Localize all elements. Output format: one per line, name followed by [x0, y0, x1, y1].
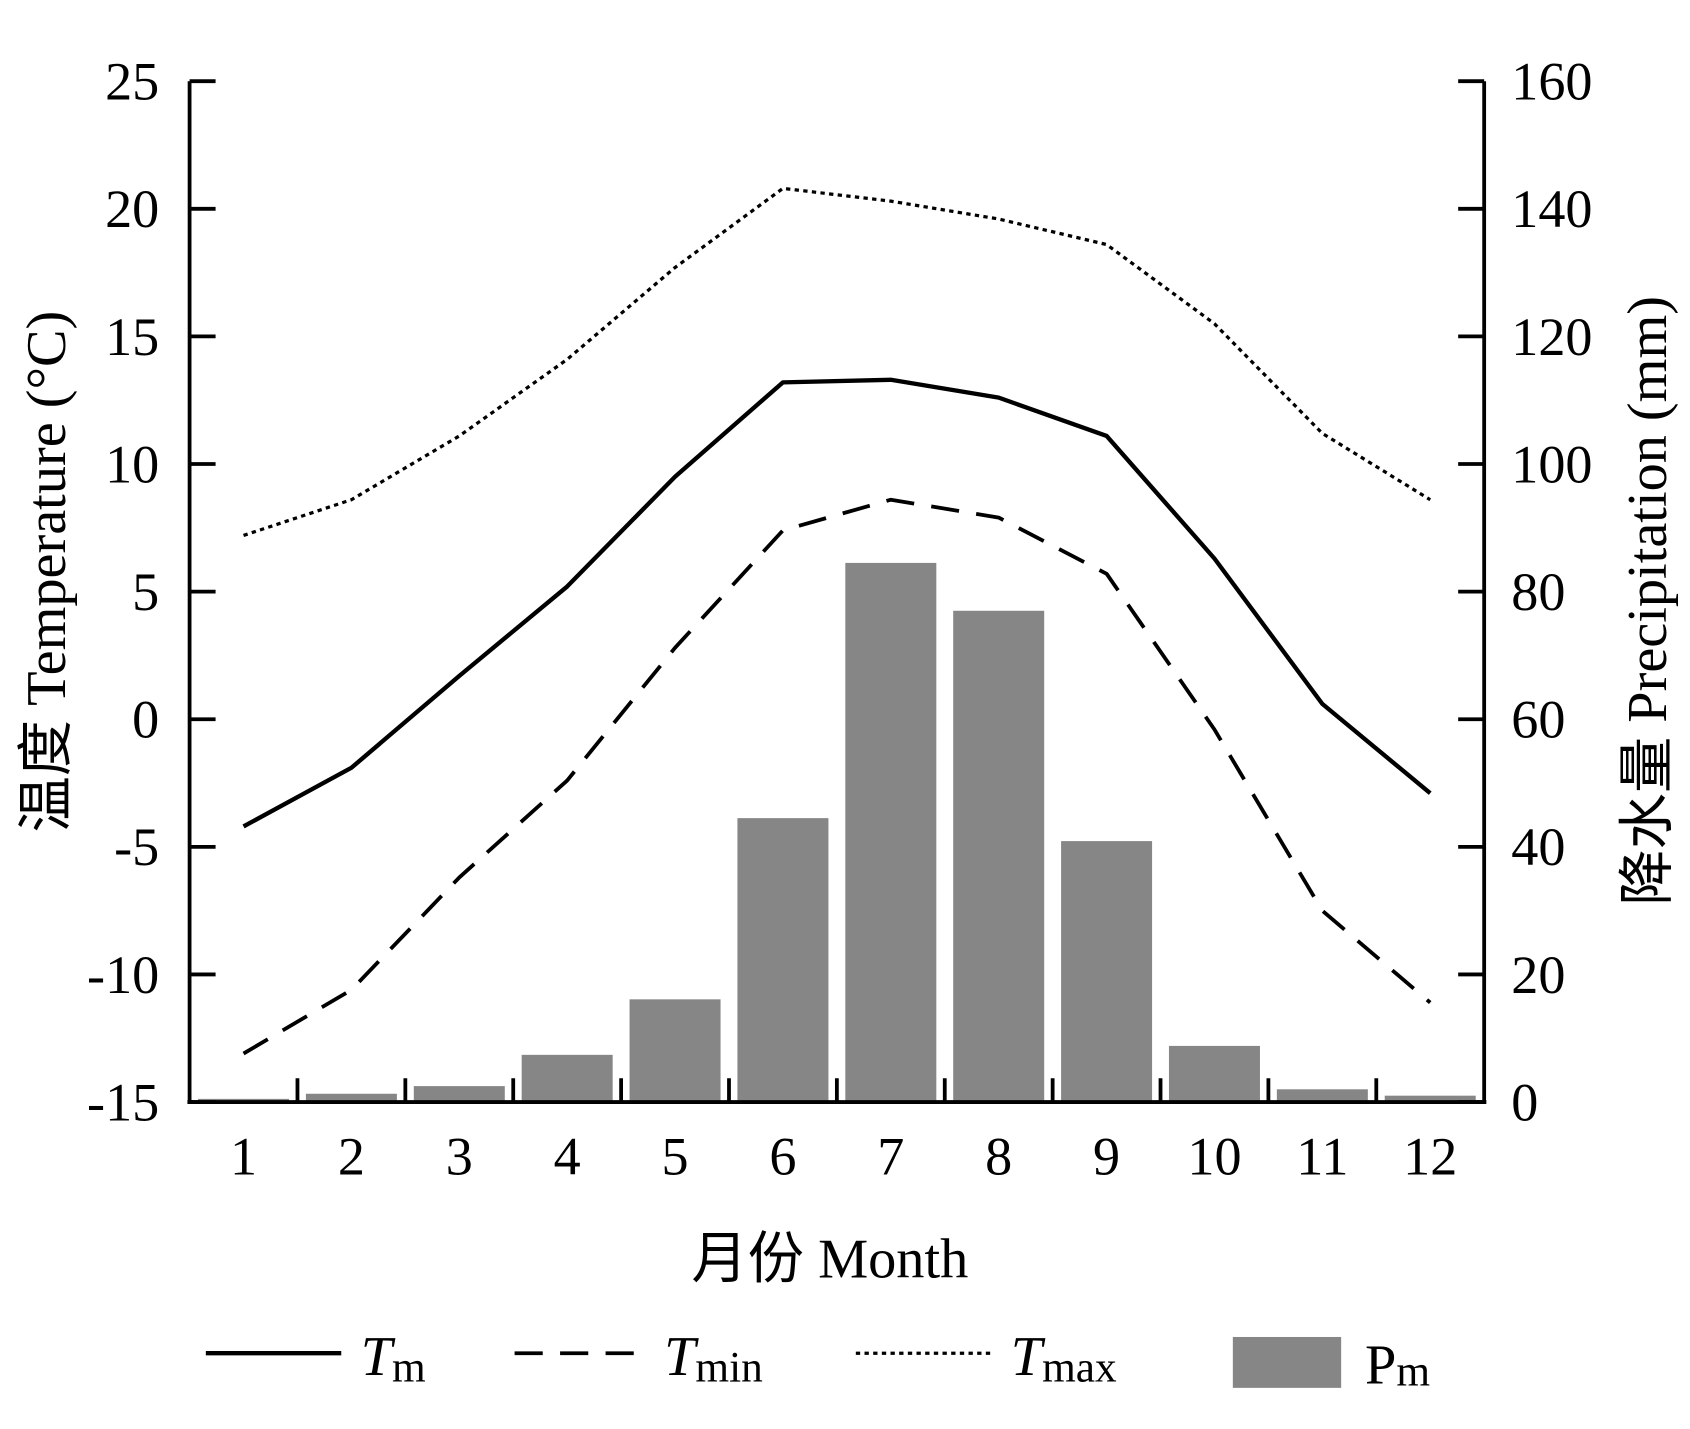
- tm-line: [242, 377, 1432, 829]
- y2-tick-label: 60: [1511, 690, 1565, 750]
- x-tick-label: 12: [1403, 1127, 1457, 1187]
- x-tick-label: 11: [1296, 1127, 1348, 1187]
- pm-bar: [737, 818, 829, 1103]
- y-tick-label: -10: [87, 945, 159, 1005]
- pm-bar: [629, 999, 721, 1103]
- y-tick-label: 20: [105, 179, 159, 239]
- axes: [187, 81, 1487, 1104]
- y-axis-title: 温度 Temperature (°C): [16, 311, 78, 833]
- axis-ticks: 2520151050-5-10-151601401201008060402001…: [87, 52, 1592, 1187]
- legend: Tm Tmin Tmax Pm: [205, 1326, 1430, 1397]
- y-tick-label: -15: [87, 1072, 159, 1132]
- x-tick-label: 1: [230, 1127, 257, 1187]
- y2-tick-label: 20: [1511, 945, 1565, 1005]
- y2-tick-label: 120: [1511, 307, 1592, 367]
- legend-label-sub: min: [695, 1343, 762, 1391]
- x-tick-label: 2: [338, 1127, 365, 1187]
- y-tick-label: 5: [132, 562, 159, 622]
- legend-swatch-pm: [1232, 1336, 1342, 1388]
- legend-label-main: T: [1011, 1326, 1046, 1388]
- x-tick-label: 10: [1187, 1127, 1241, 1187]
- legend-label-sub: max: [1042, 1343, 1117, 1391]
- tmin-line: [242, 497, 1432, 1056]
- legend-label-sub: m: [1396, 1348, 1430, 1396]
- legend-label-tmin: Tmin: [664, 1326, 763, 1391]
- legend-label-tmax: Tmax: [1011, 1326, 1117, 1391]
- legend-label-sub: m: [392, 1343, 426, 1391]
- pm-bar: [1384, 1095, 1476, 1103]
- pm-bar: [305, 1093, 397, 1103]
- legend-label-main: T: [361, 1326, 396, 1388]
- legend-label-main: P: [1365, 1335, 1396, 1397]
- x-axis-title: 月份 Month: [691, 1228, 968, 1290]
- pm-bar: [1168, 1045, 1260, 1103]
- x-tick-label: 9: [1093, 1127, 1120, 1187]
- y2-tick-label: 160: [1511, 52, 1592, 112]
- y2-tick-label: 80: [1511, 562, 1565, 622]
- pm-bar: [1061, 841, 1153, 1103]
- legend-label-tm: Tm: [361, 1326, 426, 1391]
- y-tick-label: 10: [105, 434, 159, 494]
- x-tick-label: 8: [985, 1127, 1012, 1187]
- temperature-lines: [242, 186, 1432, 1056]
- x-tick-label: 4: [554, 1127, 581, 1187]
- y-tick-label: -5: [114, 817, 159, 877]
- pm-bar: [1276, 1089, 1368, 1103]
- x-tick-label: 7: [877, 1127, 904, 1187]
- pm-bar: [413, 1086, 505, 1103]
- y-tick-label: 15: [105, 307, 159, 367]
- precipitation-bars: [198, 562, 1476, 1103]
- pm-bar: [953, 610, 1045, 1103]
- y2-tick-label: 140: [1511, 179, 1592, 239]
- y2-tick-label: 100: [1511, 434, 1592, 494]
- y2-tick-label: 0: [1511, 1072, 1538, 1132]
- y2-axis-title: 降水量 Precipitation (mm): [1617, 296, 1679, 906]
- y2-tick-label: 40: [1511, 817, 1565, 877]
- x-tick-label: 6: [769, 1127, 796, 1187]
- x-tick-label: 5: [662, 1127, 689, 1187]
- pm-bar: [845, 562, 937, 1103]
- legend-label-pm: Pm: [1365, 1335, 1430, 1397]
- pm-bar: [521, 1054, 613, 1103]
- y-tick-label: 0: [132, 690, 159, 750]
- x-tick-label: 3: [446, 1127, 473, 1187]
- tmax-line: [243, 186, 1432, 537]
- y-tick-label: 25: [105, 52, 159, 112]
- legend-label-main: T: [664, 1326, 699, 1388]
